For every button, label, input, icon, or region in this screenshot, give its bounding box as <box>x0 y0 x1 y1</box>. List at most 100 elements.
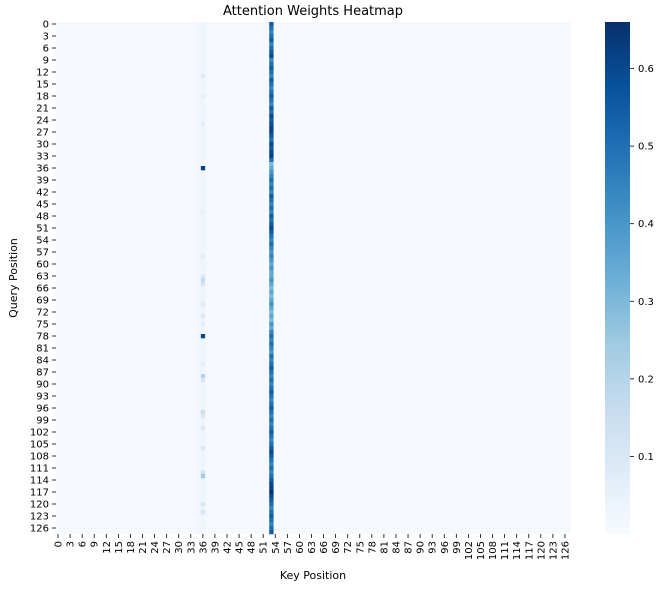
heatmap-cell <box>200 482 206 487</box>
heatmap-cell <box>269 98 274 103</box>
heatmap-cell <box>269 530 274 535</box>
x-tick-label: 39 <box>210 541 221 554</box>
heatmap-hotspot-cell <box>200 374 206 379</box>
y-tick-label: 123 <box>30 512 49 523</box>
heatmap-cell <box>200 250 206 255</box>
x-axis-label: Key Position <box>280 569 346 582</box>
x-tick-label: 81 <box>379 541 390 554</box>
heatmap-cell <box>196 462 202 467</box>
colorbar-tick-label: 0.2 <box>638 374 654 385</box>
heatmap-cell <box>196 286 202 291</box>
heatmap-cell <box>200 298 206 303</box>
heatmap-cell <box>196 274 202 279</box>
heatmap-cell <box>200 434 206 439</box>
heatmap-cell <box>200 46 206 51</box>
heatmap-hotspot-cell <box>200 322 206 327</box>
x-tick-label: 3 <box>66 541 77 547</box>
heatmap-cell <box>200 358 206 363</box>
heatmap-hotspot-cell <box>200 446 206 451</box>
heatmap-cell <box>200 90 206 95</box>
heatmap-cell <box>196 174 202 179</box>
heatmap-cell <box>269 494 274 499</box>
heatmap-cell <box>196 46 202 51</box>
heatmap-hotspot-cell <box>200 210 206 215</box>
heatmap-cell <box>196 454 202 459</box>
x-tick-label: 123 <box>548 541 559 560</box>
heatmap-cell <box>269 506 274 511</box>
y-tick-label: 75 <box>36 320 49 331</box>
heatmap-cell <box>196 266 202 271</box>
heatmap-cell <box>196 90 202 95</box>
heatmap-cell <box>196 354 202 359</box>
heatmap-cell <box>196 34 202 39</box>
heatmap-cell <box>196 350 202 355</box>
heatmap-cell <box>269 22 274 27</box>
heatmap-cell <box>269 466 274 471</box>
heatmap-cell <box>200 34 206 39</box>
y-tick-label: 111 <box>30 464 49 475</box>
heatmap-cell <box>196 142 202 147</box>
heatmap-cell <box>196 446 202 451</box>
heatmap-cell <box>200 494 206 499</box>
heatmap-hotspot-cell <box>200 274 206 279</box>
heatmap-cell <box>200 162 206 167</box>
colorbar-tick-label: 0.6 <box>638 64 654 75</box>
heatmap-cell <box>196 526 202 531</box>
heatmap-cell <box>200 294 206 299</box>
heatmap-cell <box>196 126 202 131</box>
y-tick-label: 6 <box>43 44 49 55</box>
y-tick-label: 66 <box>36 284 49 295</box>
heatmap-cell <box>269 106 274 111</box>
heatmap-cell <box>269 82 274 87</box>
heatmap-cell <box>200 346 206 351</box>
heatmap-cell <box>196 122 202 127</box>
heatmap-cell <box>200 38 206 43</box>
heatmap-cell <box>200 342 206 347</box>
heatmap-cell <box>269 234 274 239</box>
heatmap-cell <box>269 434 274 439</box>
colorbar-tick-label: 0.4 <box>638 219 654 230</box>
heatmap-cell <box>200 186 206 191</box>
y-tick-label: 117 <box>30 488 49 499</box>
heatmap-cell <box>269 134 274 139</box>
heatmap-cell <box>269 226 274 231</box>
heatmap-cell <box>200 30 206 35</box>
heatmap-cell <box>196 458 202 463</box>
heatmap-hotspot-cell <box>200 362 206 367</box>
colorbar-tick-label: 0.5 <box>638 142 654 153</box>
heatmap-cell <box>196 102 202 107</box>
heatmap-cell <box>269 310 274 315</box>
heatmap-cell <box>269 138 274 143</box>
heatmap-cell <box>196 358 202 363</box>
heatmap-cell <box>200 394 206 399</box>
heatmap-cell <box>269 246 274 251</box>
y-tick-label: 3 <box>43 32 49 43</box>
heatmap-hotspot-cell <box>200 502 206 507</box>
heatmap-cell <box>269 46 274 51</box>
heatmap-cell <box>269 190 274 195</box>
heatmap-cell <box>196 410 202 415</box>
heatmap-cell <box>269 370 274 375</box>
heatmap-hotspot-cell <box>200 314 206 319</box>
heatmap-cell <box>269 74 274 79</box>
heatmap-cell <box>200 198 206 203</box>
x-tick-label: 117 <box>524 541 535 560</box>
heatmap-cell <box>200 402 206 407</box>
heatmap-cell <box>269 42 274 47</box>
plot-area <box>56 22 571 534</box>
x-tick-label: 78 <box>367 541 378 554</box>
heatmap-cell <box>269 90 274 95</box>
heatmap-cell <box>196 178 202 183</box>
colorbar-tick-label: 0.3 <box>638 297 654 308</box>
colorbar-tick-label: 0.1 <box>638 452 654 463</box>
heatmap-hotspot-cell <box>200 414 206 419</box>
y-tick-label: 36 <box>36 164 49 175</box>
heatmap-cell <box>269 426 274 431</box>
x-tick-label: 72 <box>343 541 354 554</box>
heatmap-hotspot-cell <box>200 122 206 127</box>
heatmap-cell <box>196 50 202 55</box>
x-tick-label: 54 <box>271 541 282 554</box>
heatmap-cell <box>269 398 274 403</box>
heatmap-cell <box>269 298 274 303</box>
